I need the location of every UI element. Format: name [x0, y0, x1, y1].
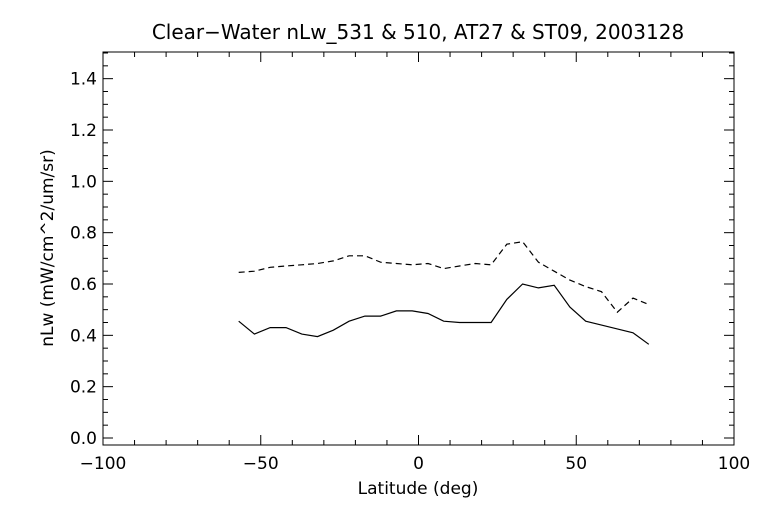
y-tick-label: 0.2	[70, 378, 97, 398]
x-axis-label: Latitude (deg)	[358, 479, 479, 499]
y-axis-label: nLw (mW/cm^2/um/sr)	[38, 149, 58, 347]
series-line-solid	[238, 283, 650, 345]
chart-title: Clear−Water nLw_531 & 510, AT27 & ST09, …	[152, 20, 684, 44]
axis-ticks: −100 −50 0 50 100 0.0 0.2 0.4 0.6 0.8 1.0 1.2 1.4	[70, 52, 750, 474]
series-line-dashed	[238, 241, 650, 314]
x-tick-label: 100	[718, 454, 750, 474]
series-layer	[238, 241, 650, 345]
plot-frame	[102, 51, 735, 446]
y-tick-label: 1.2	[70, 121, 97, 141]
y-tick-label: 0.0	[70, 429, 97, 449]
y-tick-label: 0.4	[70, 326, 97, 346]
x-tick-label: 50	[565, 454, 587, 474]
x-tick-label: −100	[80, 454, 127, 474]
y-tick-label: 0.6	[70, 275, 97, 295]
x-tick-label: 0	[413, 454, 424, 474]
x-tick-label: −50	[243, 454, 279, 474]
y-tick-label: 1.0	[70, 172, 97, 192]
y-tick-label: 0.8	[70, 224, 97, 244]
y-tick-label: 1.4	[70, 70, 97, 90]
